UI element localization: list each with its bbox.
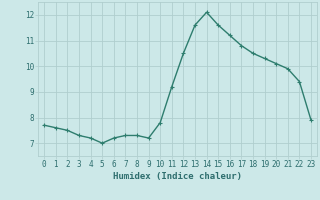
X-axis label: Humidex (Indice chaleur): Humidex (Indice chaleur) [113,172,242,181]
